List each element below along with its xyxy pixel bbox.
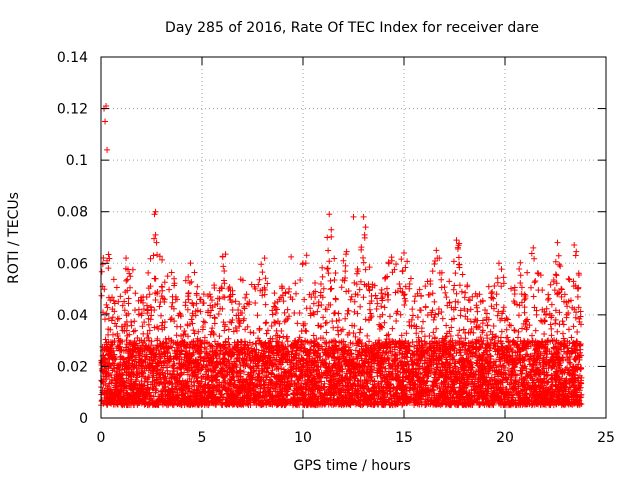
data-point (554, 239, 561, 246)
x-axis-label: GPS time / hours (293, 458, 410, 474)
axis-ticks (100, 56, 607, 419)
data-point (495, 260, 502, 267)
x-tick-label: 15 (395, 430, 413, 446)
scatter-cloud (98, 233, 585, 409)
y-tick-label: 0.02 (57, 359, 88, 375)
data-point (126, 270, 133, 277)
data-point (362, 224, 369, 231)
y-tick-label: 0.14 (57, 50, 88, 66)
data-point (340, 257, 347, 264)
x-tick-label: 20 (496, 430, 514, 446)
data-point (152, 208, 159, 215)
data-point (151, 211, 158, 218)
chart-title: Day 285 of 2016, Rate Of TEC Index for r… (165, 20, 539, 36)
y-tick-label: 0.06 (57, 256, 88, 272)
data-point (324, 234, 331, 241)
data-point (360, 213, 367, 220)
x-tick-label: 5 (198, 430, 207, 446)
data-point (388, 257, 395, 264)
data-point (453, 237, 460, 244)
data-point (103, 102, 110, 109)
data-point (102, 118, 109, 125)
data-point (152, 231, 159, 238)
y-tick-label: 0.08 (57, 205, 88, 221)
plot-frame (100, 56, 607, 419)
x-tick-label: 10 (294, 430, 312, 446)
data-point (328, 226, 335, 233)
data-point (572, 252, 579, 259)
y-tick-label: 0.1 (66, 153, 88, 169)
data-point (433, 247, 440, 254)
y-axis-label: ROTI / TECUs (6, 192, 22, 284)
data-point (530, 244, 537, 251)
data-point (326, 211, 333, 218)
data-point (401, 249, 407, 256)
x-tick-label: 25 (597, 430, 615, 446)
data-point (455, 242, 462, 249)
data-point (104, 146, 111, 153)
y-tick-label: 0.04 (57, 308, 88, 324)
data-point (350, 213, 357, 220)
y-tick-labels: 0 0.02 0.04 0.06 0.08 0.1 0.12 0.14 (57, 50, 88, 427)
y-tick-label: 0 (79, 411, 88, 427)
data-points (98, 102, 585, 409)
data-point (153, 239, 160, 246)
x-tick-labels: 0 5 10 15 20 25 (97, 430, 615, 446)
data-point (261, 255, 268, 262)
data-point (164, 273, 171, 280)
data-point (221, 268, 228, 275)
y-tick-label: 0.12 (57, 102, 88, 118)
data-point (361, 231, 368, 238)
data-point (300, 260, 306, 267)
x-tick-label: 0 (97, 430, 106, 446)
data-point (104, 257, 111, 264)
data-point (150, 252, 157, 259)
